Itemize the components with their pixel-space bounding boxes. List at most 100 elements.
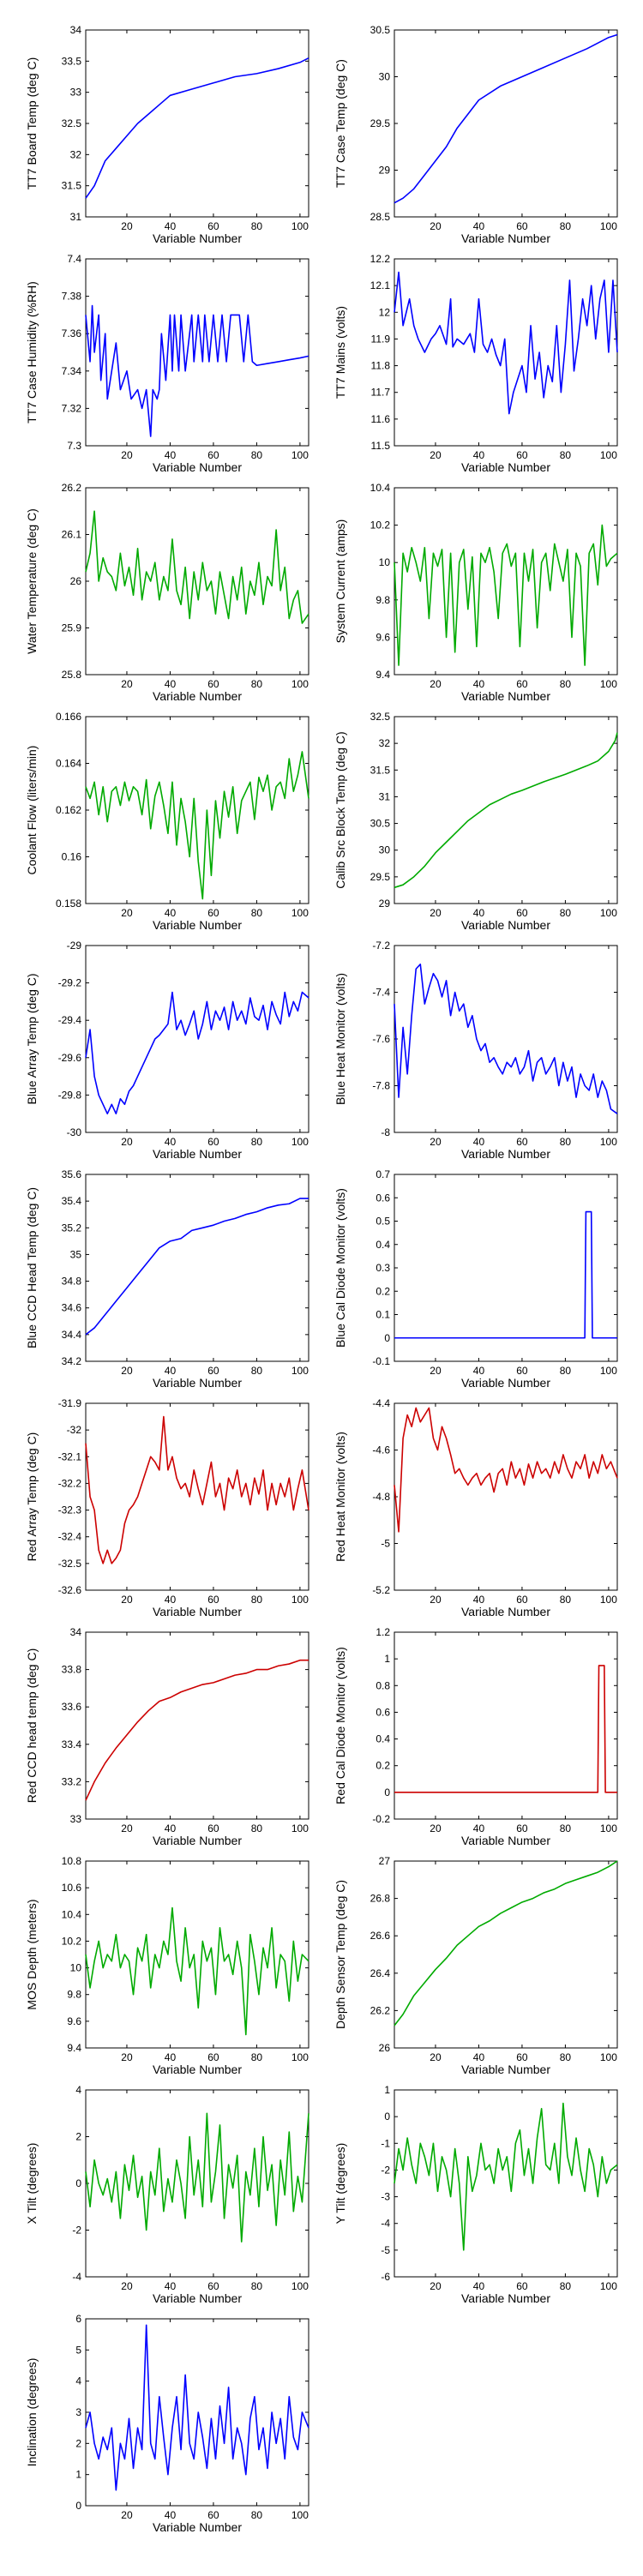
y-tick-label: 9.6 <box>376 631 390 643</box>
x-tick-label: 80 <box>251 449 263 461</box>
y-tick-label: -4 <box>381 2218 390 2230</box>
x-axis-label: Variable Number <box>461 460 550 474</box>
chart-panel: 20 40 60 80 100 -4 -2 0 2 4 Variable Number X Tilt … <box>25 2084 309 2305</box>
chart-panel: 20 40 60 80 100 9.4 9.6 9.8 10 10.2 10.4 10.6 10.8 Va… <box>25 1855 309 2076</box>
series-line <box>394 732 618 889</box>
plot-frame <box>394 1174 618 1362</box>
plot-frame <box>85 716 309 904</box>
y-tick-label: 0.4 <box>376 1239 390 1251</box>
y-axis-label: TT7 Mains (volts) <box>334 306 347 399</box>
x-tick-label: 80 <box>251 907 263 919</box>
y-tick-label: 9.4 <box>67 2042 81 2054</box>
y-axis-label: Blue Cal Diode Monitor (volts) <box>334 1188 347 1348</box>
x-axis-label: Variable Number <box>153 1147 242 1161</box>
x-axis-label: Variable Number <box>461 231 550 245</box>
x-tick-label: 60 <box>516 678 528 690</box>
y-tick-label: -5.2 <box>372 1584 390 1596</box>
y-tick-label: 33.4 <box>62 1738 82 1750</box>
x-tick-label: 60 <box>207 220 219 232</box>
plot-frame <box>85 1402 309 1591</box>
x-axis-label: Variable Number <box>153 2291 242 2305</box>
y-tick-label: 12.1 <box>370 279 391 291</box>
plot-frame <box>85 29 309 218</box>
x-tick-label: 40 <box>165 907 177 919</box>
y-tick-label: 33 <box>70 87 82 99</box>
y-tick-label: -2 <box>381 2164 390 2176</box>
y-tick-label: 10.4 <box>370 482 391 494</box>
x-tick-label: 40 <box>165 449 177 461</box>
x-tick-label: 40 <box>473 1822 485 1834</box>
y-axis-label: Red Heat Monitor (volts) <box>334 1432 347 1562</box>
y-tick-label: 32 <box>70 148 82 160</box>
y-tick-label: -32.4 <box>58 1531 82 1543</box>
y-tick-label: -5 <box>381 2244 390 2256</box>
y-tick-label: 26.8 <box>370 1893 391 1905</box>
plot-frame <box>394 1631 618 1820</box>
x-tick-label: 20 <box>430 1365 442 1377</box>
y-axis-label: Red CCD head temp (deg C) <box>25 1648 39 1804</box>
y-tick-label: -29.2 <box>58 977 82 989</box>
x-axis-label: Variable Number <box>153 231 242 245</box>
y-tick-label: 1 <box>384 2084 390 2096</box>
y-tick-label: -32 <box>67 1424 82 1436</box>
x-tick-label: 80 <box>251 2509 263 2521</box>
y-tick-label: -0.1 <box>372 1355 390 1367</box>
x-tick-label: 100 <box>291 907 309 919</box>
x-axis-label: Variable Number <box>461 689 550 703</box>
y-tick-label: 7.3 <box>67 440 81 452</box>
x-tick-label: 100 <box>600 1822 617 1834</box>
y-tick-label: 29 <box>379 898 391 910</box>
x-tick-label: 60 <box>207 1594 219 1606</box>
x-tick-label: 60 <box>516 1136 528 1148</box>
x-tick-label: 60 <box>207 449 219 461</box>
x-tick-label: 60 <box>516 2280 528 2292</box>
x-tick-label: 20 <box>121 2280 133 2292</box>
y-tick-label: -7.8 <box>372 1080 390 1092</box>
x-tick-label: 80 <box>251 1365 263 1377</box>
chart-panel: 20 40 60 80 100 -0.2 0 0.2 0.4 0.6 0.8 1 1.2 Variable… <box>334 1626 618 1847</box>
y-tick-label: 29 <box>379 165 391 177</box>
y-tick-label: 10.6 <box>62 1882 82 1894</box>
y-tick-label: 0.158 <box>56 898 81 910</box>
y-tick-label: 33 <box>70 1813 82 1825</box>
y-tick-label: 35 <box>70 1248 82 1260</box>
plot-frame <box>85 1174 309 1362</box>
y-tick-label: 0 <box>384 1786 390 1798</box>
chart-panel: 20 40 60 80 100 29 29.5 30 30.5 31 31.5 32 32.5 Varia… <box>334 711 618 932</box>
y-tick-label: 11.5 <box>371 440 391 452</box>
x-tick-label: 20 <box>430 678 442 690</box>
y-tick-label: 9.8 <box>67 1989 81 2001</box>
x-tick-label: 80 <box>560 2051 572 2063</box>
x-tick-label: 60 <box>207 2280 219 2292</box>
y-tick-label: 7.38 <box>62 291 82 303</box>
plot-frame <box>394 1860 618 2049</box>
x-axis-label: Variable Number <box>461 1834 550 1847</box>
y-axis-label: Water Temperature (deg C) <box>25 508 39 654</box>
chart-panel: 20 40 60 80 100 9.4 9.6 9.8 10 10.2 10.4 Variable N… <box>334 482 618 703</box>
y-tick-label: 11.6 <box>371 413 391 425</box>
y-tick-label: 26 <box>70 575 82 587</box>
x-tick-label: 80 <box>560 1136 572 1148</box>
x-tick-label: 80 <box>560 678 572 690</box>
x-tick-label: 40 <box>473 1594 485 1606</box>
x-tick-label: 100 <box>291 2280 309 2292</box>
y-tick-label: 7.36 <box>62 327 82 339</box>
x-tick-label: 100 <box>600 2051 617 2063</box>
x-tick-label: 20 <box>121 449 133 461</box>
x-tick-label: 100 <box>600 1594 617 1606</box>
y-tick-label: 31.5 <box>370 764 391 776</box>
x-tick-label: 100 <box>291 2051 309 2063</box>
x-tick-label: 100 <box>291 1136 309 1148</box>
y-tick-label: 4 <box>75 2375 81 2387</box>
y-tick-label: -32.3 <box>58 1504 82 1516</box>
y-tick-label: 0.7 <box>376 1168 390 1180</box>
plot-frame <box>85 487 309 676</box>
series-line <box>394 1665 617 1793</box>
y-tick-label: 0 <box>75 2177 81 2189</box>
x-tick-label: 80 <box>251 678 263 690</box>
series-line <box>85 991 309 1114</box>
y-tick-label: 7.34 <box>62 365 82 377</box>
x-tick-label: 80 <box>251 1136 263 1148</box>
chart-panel: 20 40 60 80 100 -0.1 0 0.1 0.2 0.3 0.4 0.5 0.6 0.7 Var… <box>334 1168 618 1390</box>
